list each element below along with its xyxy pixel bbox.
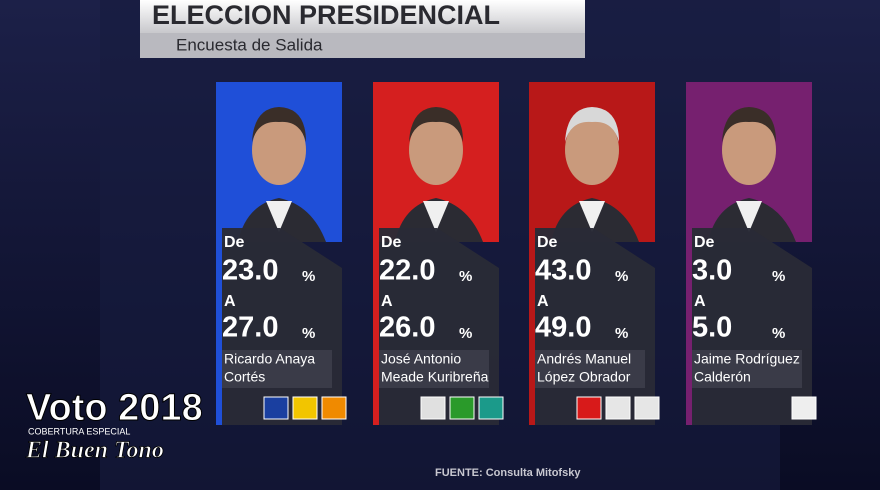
title: ELECCION PRESIDENCIAL xyxy=(152,0,500,30)
portrait-hair xyxy=(565,107,619,142)
from-value: 3.0 xyxy=(692,255,732,287)
party-logo xyxy=(292,396,318,420)
party-logo xyxy=(420,396,446,420)
from-unit: % xyxy=(615,268,628,285)
portrait-hair xyxy=(722,107,776,142)
watermark-tagline: COBERTURA ESPECIAL xyxy=(28,426,130,436)
name-line-1: Ricardo Anaya xyxy=(224,351,315,367)
watermark-brand: Voto 2018 xyxy=(26,387,203,429)
from-value: 22.0 xyxy=(379,255,435,287)
from-value: 23.0 xyxy=(222,255,278,287)
portrait-face xyxy=(722,115,776,185)
candidate-cards: De 23.0 % A 27.0 % Ricardo Anaya Cortés De 22.0 % A… xyxy=(216,82,817,425)
from-value: 43.0 xyxy=(535,255,591,287)
party-logo xyxy=(263,396,289,420)
subtitle: Encuesta de Salida xyxy=(176,35,323,54)
title-box xyxy=(140,0,585,33)
to-word: A xyxy=(381,293,393,310)
card-stripe xyxy=(686,82,692,425)
to-value: 49.0 xyxy=(535,312,591,344)
from-unit: % xyxy=(459,268,472,285)
name-line-2: Calderón xyxy=(694,369,751,385)
portrait-face xyxy=(565,115,619,185)
party-logo xyxy=(791,396,817,420)
name-box xyxy=(692,350,802,388)
party-logo xyxy=(605,396,631,420)
name-box xyxy=(379,350,489,388)
subtitle-box xyxy=(140,33,585,58)
party-logo xyxy=(478,396,504,420)
party-logo xyxy=(576,396,602,420)
name-line-2: Meade Kuribreña xyxy=(381,369,489,385)
name-line-1: Andrés Manuel xyxy=(537,351,631,367)
name-line-1: José Antonio xyxy=(381,351,461,367)
party-logo xyxy=(449,396,475,420)
source: FUENTE: Consulta Mitofsky xyxy=(435,467,581,479)
to-word: A xyxy=(537,293,549,310)
to-value: 5.0 xyxy=(692,312,732,344)
portrait-shirt xyxy=(266,201,292,232)
portrait-shirt xyxy=(579,201,605,232)
from-unit: % xyxy=(302,268,315,285)
card-stripe xyxy=(529,82,535,425)
card-stripe xyxy=(216,82,222,425)
to-unit: % xyxy=(459,325,472,342)
name-box xyxy=(222,350,332,388)
to-value: 26.0 xyxy=(379,312,435,344)
to-unit: % xyxy=(772,325,785,342)
party-logo xyxy=(321,396,347,420)
portrait-shirt xyxy=(423,201,449,232)
watermark-outlet: El Buen Tono xyxy=(25,438,164,464)
to-word: A xyxy=(224,293,236,310)
name-line-1: Jaime Rodríguez xyxy=(694,351,800,367)
portrait-face xyxy=(409,115,463,185)
card-stripe xyxy=(373,82,379,425)
name-line-2: Cortés xyxy=(224,369,265,385)
from-word: De xyxy=(694,234,715,251)
portrait-hair xyxy=(409,107,463,142)
from-word: De xyxy=(224,234,245,251)
portrait-shirt xyxy=(736,201,762,232)
name-line-2: López Obrador xyxy=(537,369,631,385)
to-word: A xyxy=(694,293,706,310)
from-word: De xyxy=(537,234,558,251)
to-unit: % xyxy=(302,325,315,342)
from-unit: % xyxy=(772,268,785,285)
name-box xyxy=(535,350,645,388)
to-unit: % xyxy=(615,325,628,342)
portrait-hair xyxy=(252,107,306,142)
from-word: De xyxy=(381,234,402,251)
party-logo xyxy=(634,396,660,420)
portrait-face xyxy=(252,115,306,185)
to-value: 27.0 xyxy=(222,312,278,344)
